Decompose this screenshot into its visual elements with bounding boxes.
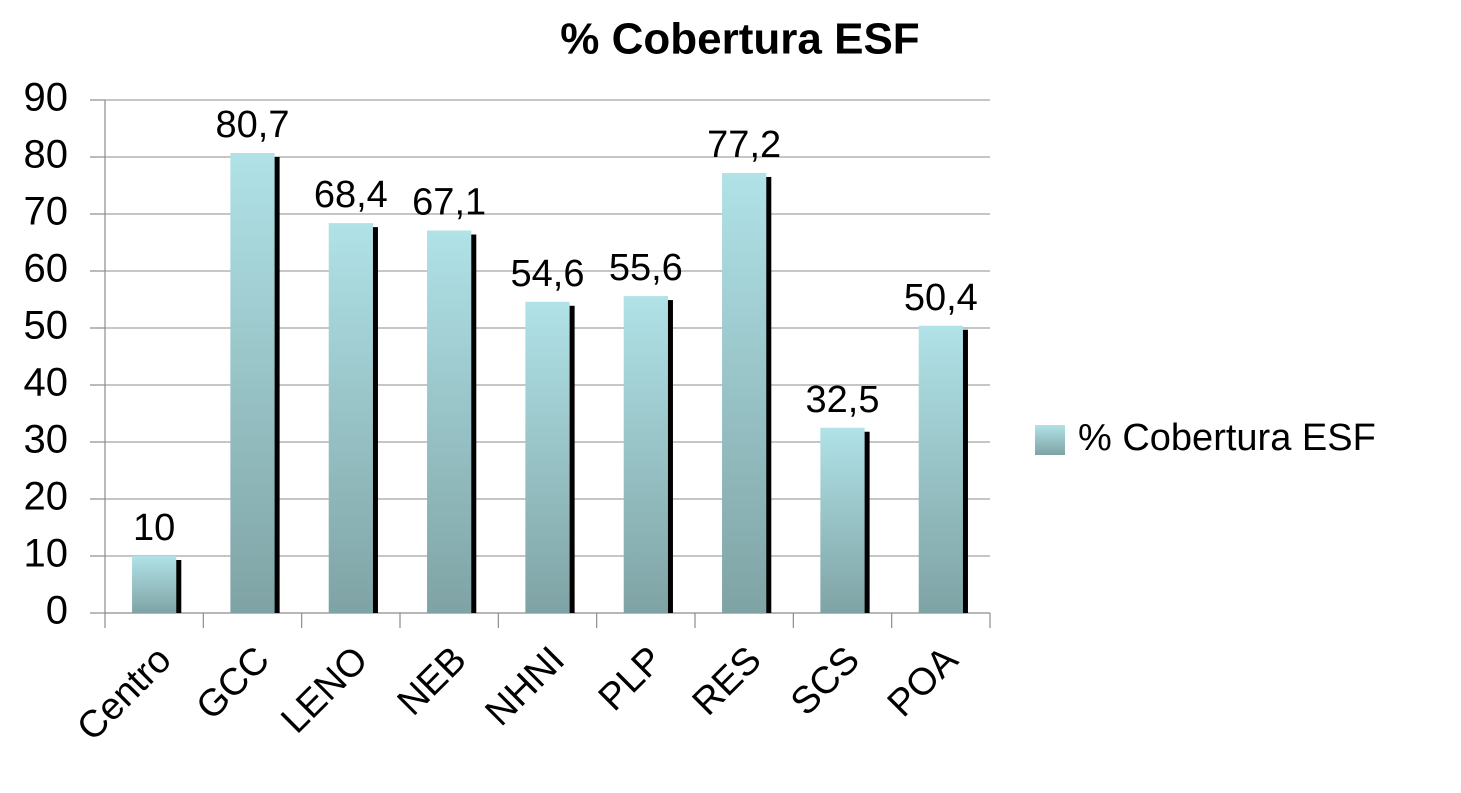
x-tick-label: GCC bbox=[189, 639, 278, 728]
x-tick-label: LENO bbox=[273, 639, 376, 742]
chart-title: % Cobertura ESF bbox=[560, 15, 919, 64]
x-tick-label: POA bbox=[880, 638, 967, 725]
y-tick-label: 0 bbox=[46, 589, 68, 633]
data-label: 10 bbox=[133, 507, 175, 549]
x-tick-label: SCS bbox=[783, 639, 868, 724]
data-label: 68,4 bbox=[314, 174, 388, 216]
x-tick-label: PLP bbox=[591, 639, 671, 719]
y-tick-label: 20 bbox=[24, 475, 69, 519]
bar bbox=[918, 325, 963, 613]
x-tick-label: NHNI bbox=[478, 639, 573, 734]
y-tick-label: 50 bbox=[24, 304, 69, 348]
data-label: 77,2 bbox=[707, 124, 781, 166]
y-tick-label: 10 bbox=[24, 532, 69, 576]
y-tick-label: 90 bbox=[24, 76, 69, 120]
bar bbox=[132, 556, 177, 613]
data-label: 67,1 bbox=[412, 182, 486, 224]
bar bbox=[427, 230, 472, 613]
bar bbox=[623, 296, 668, 613]
y-tick-label: 40 bbox=[24, 361, 69, 405]
bar bbox=[722, 172, 767, 613]
data-label: 32,5 bbox=[806, 379, 880, 421]
bar bbox=[820, 427, 865, 613]
data-label: 55,6 bbox=[609, 247, 683, 289]
y-tick-label: 60 bbox=[24, 247, 69, 291]
data-label: 80,7 bbox=[216, 104, 290, 146]
y-tick-label: 70 bbox=[24, 190, 69, 234]
y-tick-label: 30 bbox=[24, 418, 69, 462]
x-tick-label: NEB bbox=[390, 639, 475, 724]
bar bbox=[525, 301, 570, 613]
legend-label: % Cobertura ESF bbox=[1078, 417, 1376, 459]
legend-swatch bbox=[1035, 425, 1065, 455]
x-tick-label: RES bbox=[685, 639, 770, 724]
data-label: 54,6 bbox=[511, 253, 585, 295]
x-tick-label: Centro bbox=[69, 639, 179, 749]
bar bbox=[230, 153, 275, 613]
data-label: 50,4 bbox=[904, 277, 978, 319]
y-tick-label: 80 bbox=[24, 133, 69, 177]
bar bbox=[328, 223, 373, 613]
